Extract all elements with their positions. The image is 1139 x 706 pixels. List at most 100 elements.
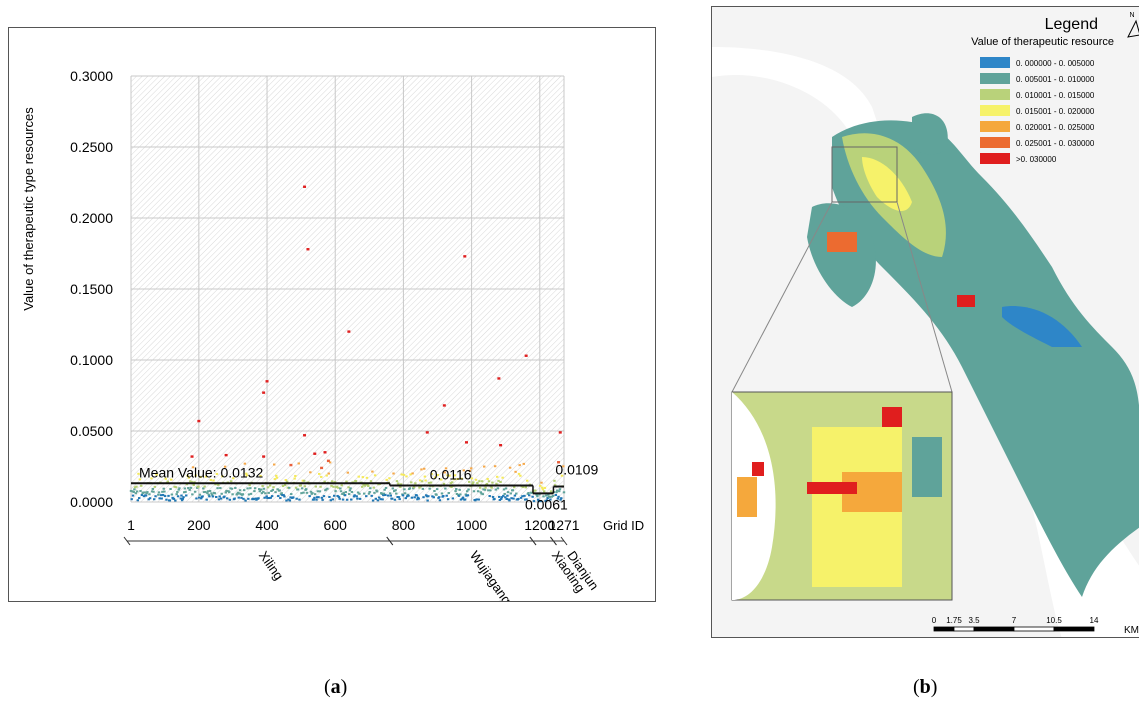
- data-point: [498, 498, 502, 501]
- data-point-high: [323, 451, 327, 454]
- data-point: [167, 494, 170, 497]
- data-point: [268, 497, 271, 500]
- region-label: Xiling: [256, 548, 287, 583]
- data-point: [442, 495, 445, 498]
- data-point: [308, 495, 311, 498]
- data-point: [173, 485, 176, 488]
- data-point: [253, 487, 257, 490]
- data-point: [303, 479, 306, 482]
- data-point: [194, 474, 197, 477]
- data-point: [290, 493, 293, 496]
- data-point-high: [425, 431, 429, 434]
- scale-segment: [953, 626, 975, 632]
- y-tick-label: 0.0000: [70, 494, 113, 510]
- data-point: [262, 487, 266, 490]
- data-point: [334, 490, 337, 493]
- data-point: [162, 487, 165, 490]
- data-point: [430, 472, 433, 475]
- data-point: [537, 500, 540, 503]
- data-point: [215, 472, 219, 475]
- data-point: [317, 496, 320, 499]
- data-point: [483, 488, 487, 491]
- data-point: [548, 495, 551, 498]
- data-point: [244, 499, 247, 502]
- data-point: [339, 487, 342, 490]
- data-point: [187, 476, 191, 479]
- data-point: [458, 488, 461, 491]
- scale-unit: KM: [1124, 625, 1139, 636]
- data-point: [242, 497, 245, 500]
- data-point: [238, 492, 241, 495]
- data-point: [246, 487, 249, 490]
- legend-swatch: [980, 105, 1010, 116]
- data-point: [252, 498, 255, 501]
- data-point: [498, 495, 501, 498]
- data-point: [197, 496, 201, 499]
- data-point: [556, 497, 560, 500]
- data-point: [262, 490, 265, 493]
- data-point: [134, 492, 137, 495]
- data-point: [391, 487, 395, 490]
- data-point: [416, 498, 419, 501]
- legend-swatch: [980, 73, 1010, 84]
- data-point: [338, 497, 341, 500]
- data-point: [560, 497, 563, 500]
- data-point: [264, 492, 267, 495]
- data-point-high: [347, 330, 351, 333]
- data-point: [199, 476, 202, 479]
- data-point: [163, 495, 167, 498]
- data-point: [393, 490, 396, 493]
- data-point: [295, 497, 298, 500]
- caption-b: (b): [913, 676, 938, 698]
- data-point: [157, 493, 160, 496]
- data-point: [327, 472, 330, 475]
- data-point: [202, 487, 205, 490]
- data-point: [459, 498, 463, 501]
- data-point: [180, 494, 183, 497]
- district-east-blue: [1002, 306, 1082, 347]
- data-point: [339, 490, 343, 493]
- data-point: [228, 498, 232, 501]
- data-point: [282, 494, 285, 497]
- data-point: [382, 494, 385, 497]
- data-point: [562, 491, 566, 494]
- data-point: [349, 487, 352, 490]
- data-point: [242, 489, 246, 492]
- data-point: [545, 499, 549, 502]
- data-point: [204, 475, 208, 478]
- data-point: [281, 494, 284, 497]
- data-point-high: [306, 248, 310, 251]
- data-point: [329, 499, 332, 502]
- data-point: [193, 490, 197, 493]
- data-point-high: [190, 455, 194, 458]
- data-point: [411, 472, 414, 475]
- data-point: [219, 497, 223, 500]
- data-point: [354, 480, 358, 483]
- data-point: [270, 489, 273, 492]
- data-point: [273, 478, 277, 481]
- data-point: [375, 490, 379, 493]
- data-point: [362, 483, 365, 486]
- data-point: [129, 489, 133, 492]
- data-point: [402, 473, 405, 476]
- data-point: [249, 487, 252, 490]
- data-point: [205, 498, 208, 501]
- data-point: [445, 494, 448, 497]
- mean-value-label: 0.0061: [525, 496, 568, 512]
- data-point: [522, 462, 525, 465]
- data-point: [543, 486, 547, 489]
- data-point: [346, 471, 350, 474]
- data-point: [266, 486, 270, 489]
- data-point: [204, 490, 207, 493]
- data-point: [481, 493, 485, 496]
- data-point: [521, 486, 525, 489]
- data-point: [231, 493, 234, 496]
- data-point: [263, 496, 266, 499]
- data-point: [476, 482, 479, 485]
- data-point: [485, 482, 489, 485]
- data-point: [227, 490, 230, 493]
- data-point: [347, 486, 350, 489]
- data-point: [237, 496, 240, 499]
- data-point: [395, 492, 398, 495]
- data-point: [230, 487, 234, 490]
